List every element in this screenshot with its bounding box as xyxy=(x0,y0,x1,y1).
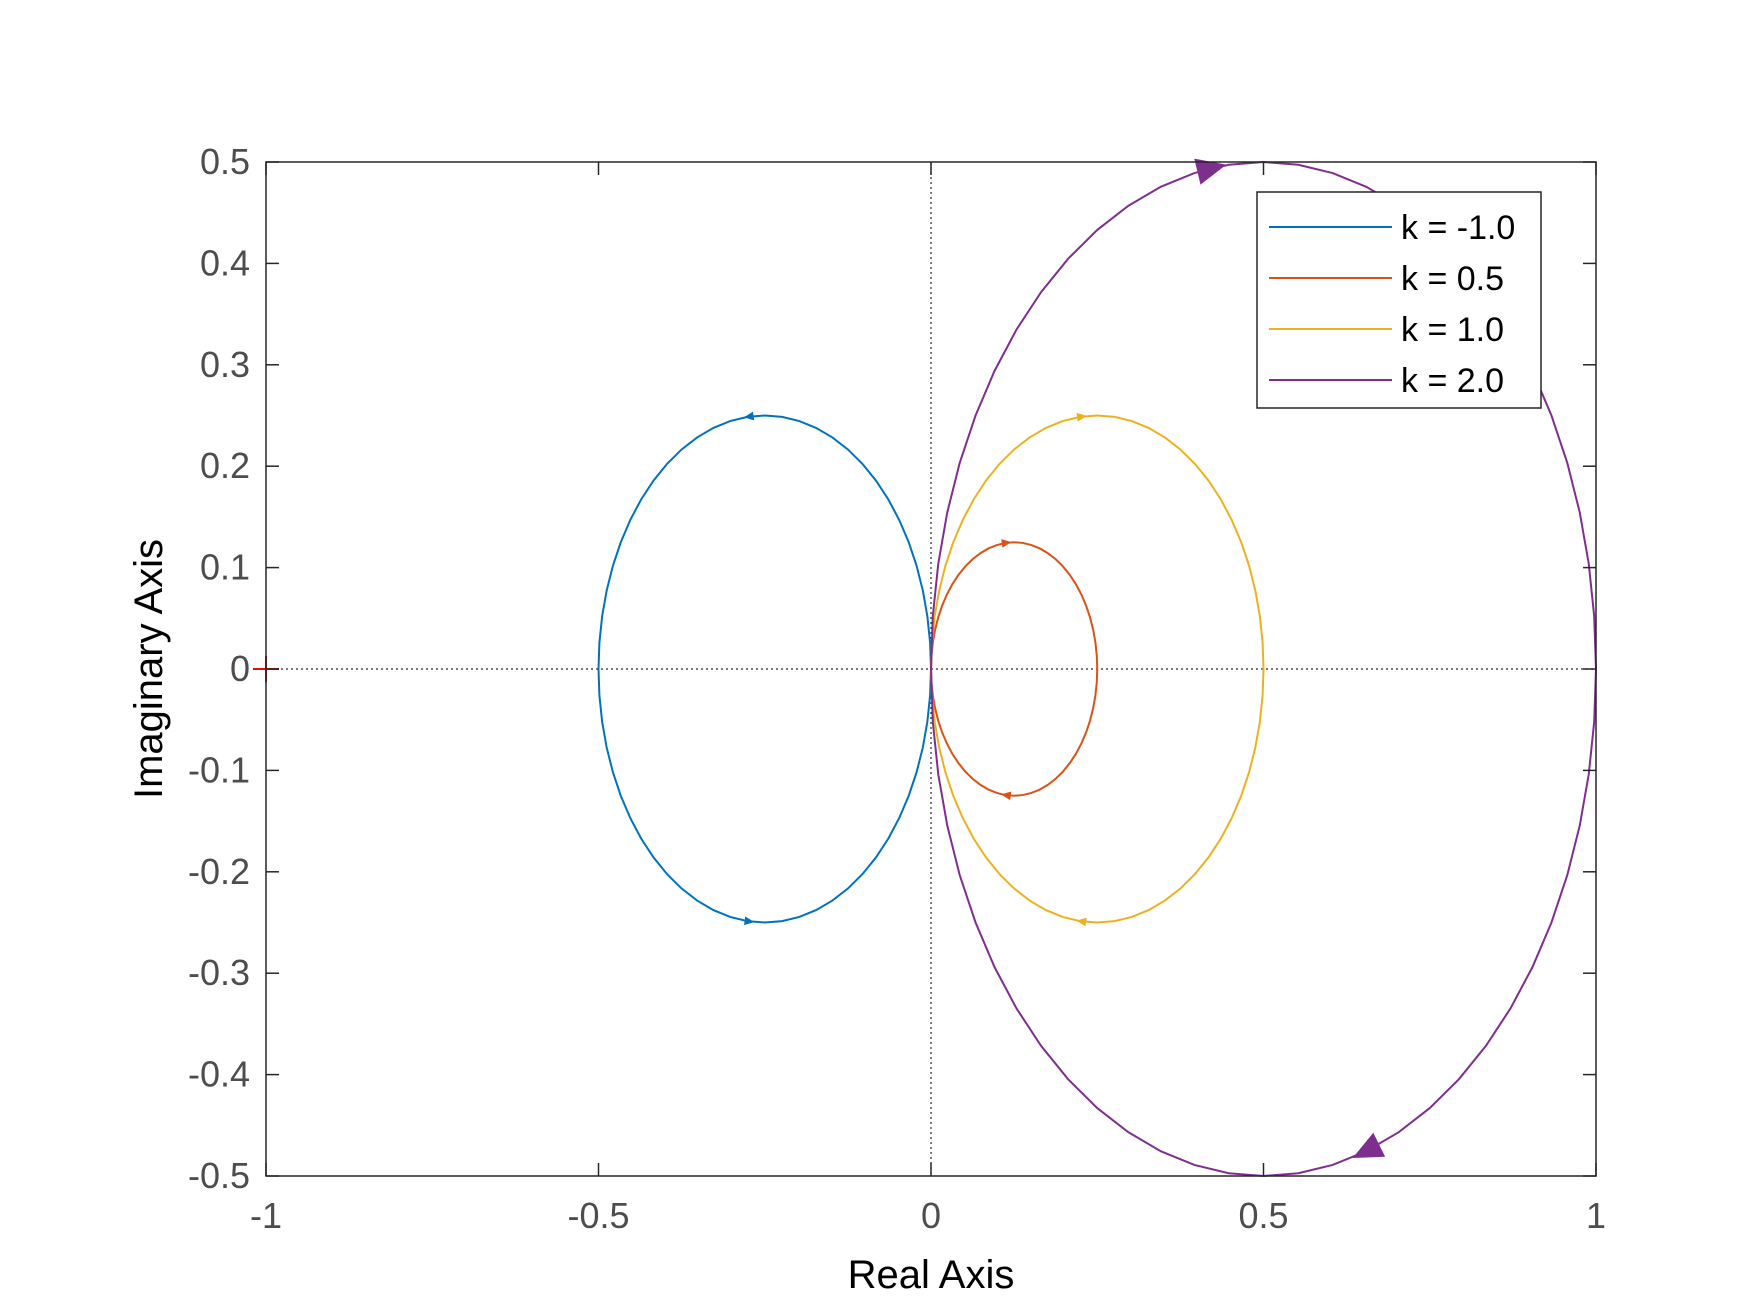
x-tick-label: 1 xyxy=(1586,1195,1606,1236)
direction-arrows xyxy=(743,158,1386,1158)
y-axis-label: Imaginary Axis xyxy=(127,539,171,799)
y-tick-label: 0.4 xyxy=(200,242,250,283)
series-curve-2 xyxy=(930,414,1265,924)
legend-label-1: k = 0.5 xyxy=(1401,260,1504,298)
direction-arrow-1-0 xyxy=(1001,539,1012,548)
y-tick-label: 0.5 xyxy=(200,141,250,182)
legend-label-0: k = -1.0 xyxy=(1401,209,1515,247)
y-tick-label: -0.3 xyxy=(188,952,250,993)
y-tick-label: 0.3 xyxy=(200,344,250,385)
x-tick-label: -0.5 xyxy=(567,1195,629,1236)
y-tick-label: -0.2 xyxy=(188,851,250,892)
y-tick-label: 0.2 xyxy=(200,445,250,486)
x-tick-label: 0.5 xyxy=(1238,1195,1288,1236)
y-tick-label: -0.1 xyxy=(188,749,250,790)
y-tick-labels: -0.5 -0.4 -0.3 -0.2 -0.1 0 0.1 0.2 0.3 0.4 0.5 xyxy=(188,141,250,1196)
y-tick-label: -0.5 xyxy=(188,1155,250,1196)
legend-label-2: k = 1.0 xyxy=(1401,311,1504,349)
series-curve-1 xyxy=(930,541,1099,797)
direction-arrow-2-1 xyxy=(1076,917,1087,927)
direction-arrow-0-0 xyxy=(744,916,755,926)
direction-arrow-3-1 xyxy=(1352,1132,1386,1158)
y-tick-label: -0.4 xyxy=(188,1054,250,1095)
x-tick-labels: -1 -0.5 0 0.5 1 xyxy=(250,1195,1606,1236)
legend-label-3: k = 2.0 xyxy=(1401,362,1504,400)
legend: k = -1.0 k = 0.5 k = 1.0 k = 2.0 xyxy=(1256,191,1542,409)
direction-arrow-2-0 xyxy=(1076,412,1087,422)
y-tick-label: 0 xyxy=(230,648,250,689)
x-axis-label: Real Axis xyxy=(848,1253,1015,1297)
axis-ticks xyxy=(265,161,1597,1177)
x-tick-label: -1 xyxy=(250,1195,282,1236)
direction-arrow-1-1 xyxy=(1001,791,1012,801)
direction-arrow-0-1 xyxy=(743,411,755,421)
x-tick-label: 0 xyxy=(921,1195,941,1236)
y-tick-label: 0.1 xyxy=(200,547,250,588)
